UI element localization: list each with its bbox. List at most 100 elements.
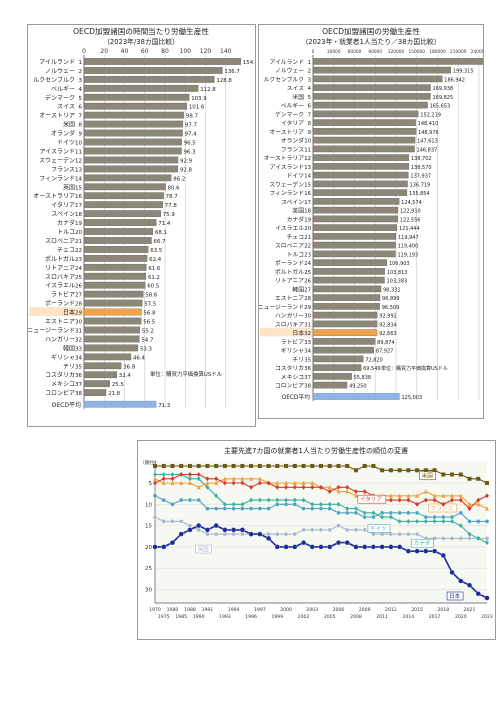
data-point: [475, 591, 481, 597]
data-point: [423, 468, 428, 473]
value-label: 55.2: [142, 328, 154, 334]
bar: [312, 364, 362, 371]
series-label: 日本: [449, 592, 461, 600]
data-point: [161, 497, 166, 503]
data-point: [205, 484, 210, 490]
bar: [83, 219, 157, 226]
data-point: [458, 472, 463, 477]
rank-label: 7: [79, 114, 83, 120]
rank-label: 22: [304, 244, 311, 250]
chart-subtitle: （2023年/38カ国比較）: [103, 37, 179, 46]
value-label: 154.9: [243, 60, 255, 66]
series-label-box: [419, 471, 436, 481]
data-point: [432, 468, 437, 473]
rank-label: 24: [75, 266, 82, 272]
category-label: イスラエル: [275, 225, 304, 232]
hourly-productivity-chart: OECD加盟諸国の時間当たり労働生産性 （2023年/38カ国比較） 0 20 40 60…: [27, 24, 256, 427]
data-point: [441, 472, 446, 477]
data-point: [222, 464, 227, 468]
data-point: [319, 501, 323, 507]
data-point: [362, 514, 367, 520]
category-label: アイスランド: [270, 164, 305, 171]
bar: [83, 76, 215, 83]
data-point: [485, 506, 489, 511]
value-label: 46.4: [133, 355, 146, 361]
category-label: スロバキア: [45, 274, 75, 281]
bar: [312, 276, 385, 284]
x-tick-label: 150000: [409, 49, 426, 55]
bar: [83, 93, 190, 101]
data-point: [458, 510, 463, 515]
x-tick-label: 2018: [437, 607, 449, 613]
category-label: ドイツ: [287, 174, 305, 180]
data-point: [309, 544, 315, 550]
rank-label: 21: [75, 239, 82, 245]
value-label: 87,927: [376, 349, 394, 355]
value-label: 148,410: [418, 121, 439, 127]
category-label: ニュージーランド: [259, 304, 304, 311]
data-point: [153, 476, 157, 481]
data-point: [170, 502, 175, 507]
bar: [83, 67, 223, 74]
bar: [312, 215, 398, 223]
rank-label: 25: [75, 275, 82, 281]
bar: [83, 326, 141, 334]
data-point: [196, 527, 201, 533]
category-label: スペイン: [281, 199, 304, 206]
category-label: フランス: [281, 146, 304, 153]
data-point: [204, 527, 210, 533]
data-point: [301, 527, 306, 533]
rank-label: 33: [304, 340, 311, 346]
data-point: [196, 472, 201, 477]
rank-label: 32: [304, 331, 311, 337]
bar: [312, 58, 483, 65]
bar: [83, 156, 179, 164]
rank-label: 28: [304, 296, 311, 302]
data-point: [161, 519, 166, 524]
rank-label: 17: [75, 203, 82, 209]
data-point: [266, 506, 271, 511]
bar: [83, 111, 185, 119]
x-tick-label: 2021: [464, 607, 476, 613]
bar: [83, 335, 140, 343]
data-point: [414, 510, 420, 515]
category-label: デンマーク: [275, 110, 304, 118]
category-label: アイルランド: [39, 59, 75, 66]
data-point: [380, 510, 385, 515]
rank-label: 31: [304, 322, 311, 328]
data-point: [484, 595, 490, 601]
bar: [312, 145, 415, 153]
data-point: [423, 548, 429, 554]
data-point: [205, 531, 210, 537]
data-point: [450, 493, 455, 498]
data-point: [284, 484, 289, 490]
bar: [312, 136, 416, 144]
rank-label: 26: [75, 284, 82, 290]
data-point: [153, 472, 157, 477]
bar: [312, 224, 398, 231]
rank-label: 20: [304, 226, 311, 232]
rank-label: 36: [304, 366, 311, 372]
data-point: [205, 464, 210, 468]
data-point: [301, 484, 306, 490]
rank-label: 9: [79, 132, 83, 138]
data-point: [248, 531, 254, 537]
x-tick-label: 40: [121, 48, 129, 55]
bar: [312, 189, 408, 196]
data-point: [441, 501, 446, 507]
rank-label: 19: [304, 217, 311, 223]
value-label: 58.6: [145, 293, 158, 299]
x-tick-label: 1975: [158, 614, 170, 620]
data-point: [240, 501, 245, 507]
data-point: [153, 464, 157, 468]
data-point: [353, 527, 359, 533]
value-label: 80.6: [168, 185, 181, 191]
data-point: [458, 493, 463, 498]
data-point: [362, 489, 367, 494]
data-point: [467, 506, 472, 511]
data-point: [248, 506, 254, 511]
series-label-box: [195, 544, 212, 554]
category-label: スウェーデン: [269, 180, 304, 188]
data-point: [371, 514, 376, 520]
data-point: [179, 519, 184, 524]
